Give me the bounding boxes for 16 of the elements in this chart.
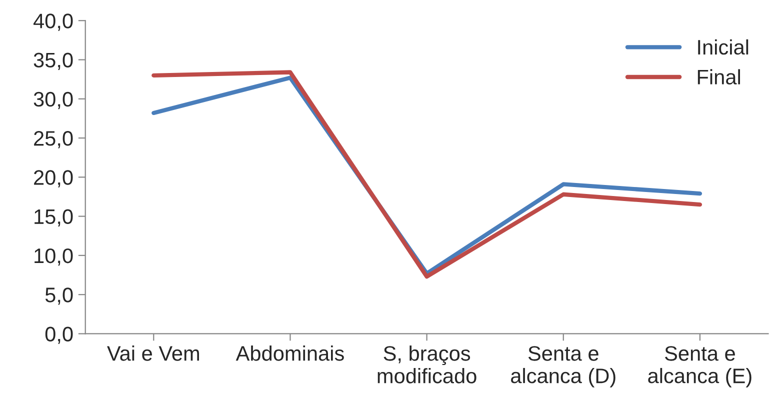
x-tick-label: Senta e alcanca (D) <box>511 346 616 388</box>
x-tick-label: Abdominais <box>236 346 344 361</box>
x-tick-label: Vai e Vem <box>107 346 199 361</box>
x-tick-label: S, braços modificado <box>378 346 476 384</box>
y-tick-label: 25,0 <box>34 131 73 148</box>
y-tick-label: 30,0 <box>34 92 73 110</box>
x-tick-label: Senta e alcanca (E) <box>648 346 752 388</box>
legend-label: Final <box>698 69 740 84</box>
y-tick-label: 0,0 <box>45 326 73 344</box>
y-tick-label: 40,0 <box>33 14 73 31</box>
y-tick-label: 5,0 <box>45 288 73 305</box>
y-tick-label: 20,0 <box>34 170 73 188</box>
y-tick-label: 10,0 <box>34 248 73 266</box>
y-tick-label: 15,0 <box>34 209 73 227</box>
y-tick-label: 35,0 <box>34 52 73 70</box>
legend-label: Inicial <box>698 39 748 55</box>
